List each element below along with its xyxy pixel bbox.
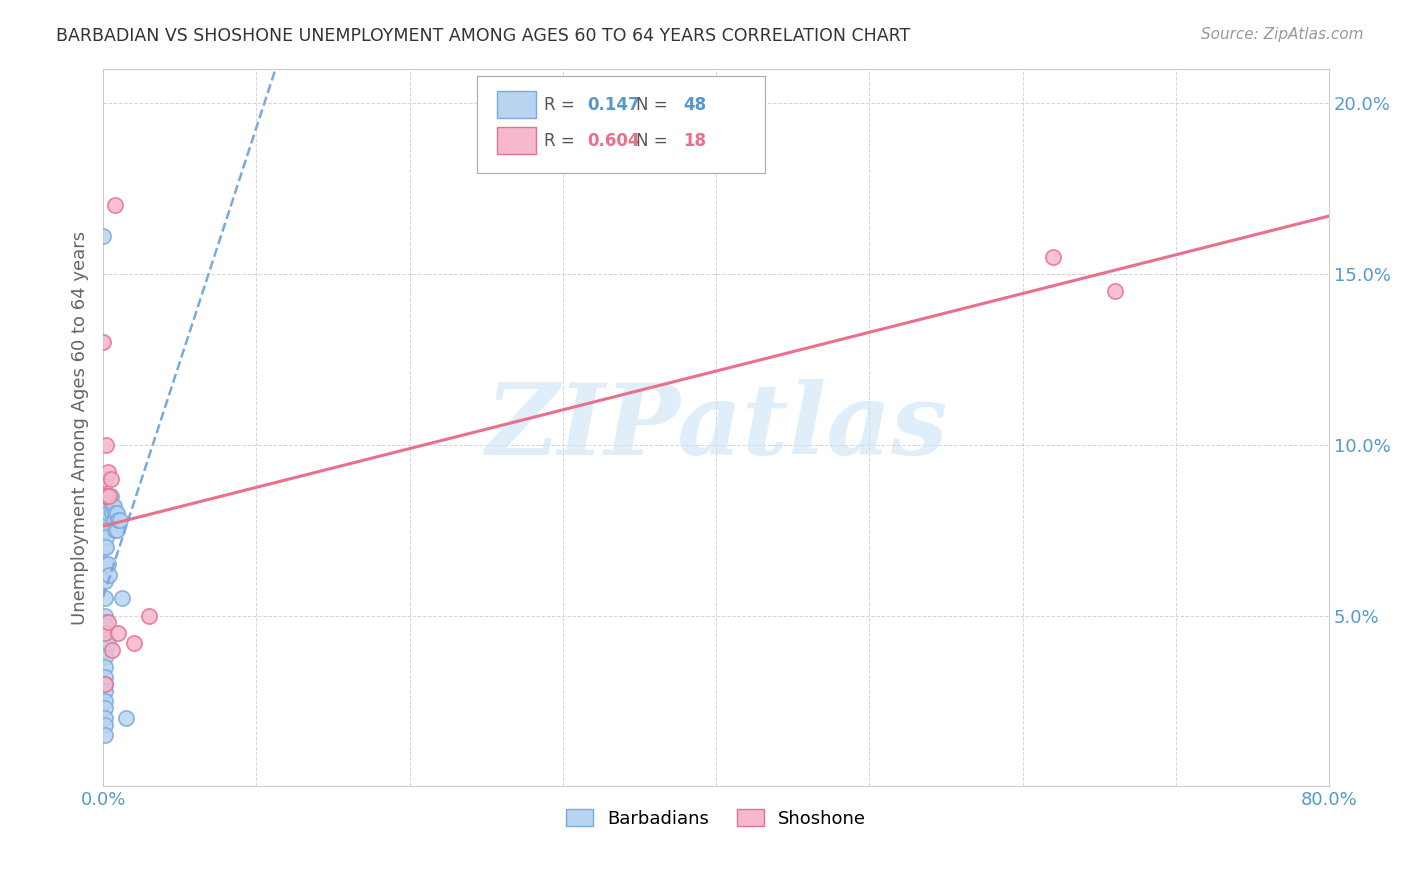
Point — [104, 198, 127, 212]
FancyBboxPatch shape — [496, 128, 536, 154]
Point — [97, 558, 120, 572]
Point — [105, 506, 128, 520]
Text: N =: N = — [637, 132, 673, 150]
Point — [98, 567, 121, 582]
Point — [93, 677, 115, 691]
Text: R =: R = — [544, 96, 581, 114]
Y-axis label: Unemployment Among Ages 60 to 64 years: Unemployment Among Ages 60 to 64 years — [72, 230, 89, 624]
Point — [96, 632, 118, 647]
Point — [1104, 284, 1126, 298]
Point — [97, 465, 120, 479]
Point — [96, 499, 118, 513]
Text: Source: ZipAtlas.com: Source: ZipAtlas.com — [1201, 27, 1364, 42]
Point — [93, 574, 115, 589]
Point — [93, 608, 115, 623]
FancyBboxPatch shape — [477, 76, 765, 173]
Point — [100, 489, 122, 503]
Point — [108, 513, 131, 527]
Point — [93, 642, 115, 657]
Point — [93, 649, 115, 664]
Point — [93, 660, 115, 674]
Point — [98, 489, 121, 503]
Point — [91, 496, 114, 510]
Point — [105, 523, 128, 537]
Point — [93, 558, 115, 572]
Point — [93, 625, 115, 640]
Point — [1042, 250, 1064, 264]
Text: N =: N = — [637, 96, 673, 114]
Point — [104, 523, 127, 537]
Point — [97, 636, 120, 650]
Point — [93, 718, 115, 732]
Point — [122, 636, 145, 650]
Text: 18: 18 — [683, 132, 706, 150]
Point — [103, 513, 125, 527]
Point — [96, 540, 118, 554]
Point — [96, 437, 118, 451]
Point — [93, 625, 115, 640]
Point — [97, 506, 120, 520]
Point — [115, 711, 138, 725]
FancyBboxPatch shape — [496, 92, 536, 118]
Point — [100, 472, 122, 486]
Point — [93, 677, 115, 691]
Point — [93, 701, 115, 715]
Point — [93, 615, 115, 630]
Point — [103, 499, 125, 513]
Point — [93, 683, 115, 698]
Point — [91, 334, 114, 349]
Point — [96, 530, 118, 544]
Point — [96, 489, 118, 503]
Point — [110, 591, 132, 606]
Point — [93, 711, 115, 725]
Point — [104, 506, 127, 520]
Text: R =: R = — [544, 132, 581, 150]
Point — [138, 608, 160, 623]
Text: BARBADIAN VS SHOSHONE UNEMPLOYMENT AMONG AGES 60 TO 64 YEARS CORRELATION CHART: BARBADIAN VS SHOSHONE UNEMPLOYMENT AMONG… — [56, 27, 911, 45]
Point — [93, 670, 115, 684]
Text: 0.604: 0.604 — [588, 132, 640, 150]
Point — [107, 625, 129, 640]
Point — [107, 513, 129, 527]
Text: ZIPatlas: ZIPatlas — [485, 379, 948, 475]
Text: 48: 48 — [683, 96, 706, 114]
Point — [93, 694, 115, 708]
Point — [93, 472, 115, 486]
Point — [101, 642, 124, 657]
Point — [93, 489, 115, 503]
Point — [93, 591, 115, 606]
Point — [97, 496, 120, 510]
Point — [93, 523, 115, 537]
Text: 0.147: 0.147 — [588, 96, 640, 114]
Point — [91, 229, 114, 244]
Point — [96, 523, 118, 537]
Point — [97, 615, 120, 630]
Legend: Barbadians, Shoshone: Barbadians, Shoshone — [560, 802, 873, 835]
Point — [93, 540, 115, 554]
Point — [98, 489, 121, 503]
Point — [96, 619, 118, 633]
Point — [101, 506, 124, 520]
Point — [96, 513, 118, 527]
Point — [93, 728, 115, 742]
Point — [93, 632, 115, 647]
Point — [101, 499, 124, 513]
